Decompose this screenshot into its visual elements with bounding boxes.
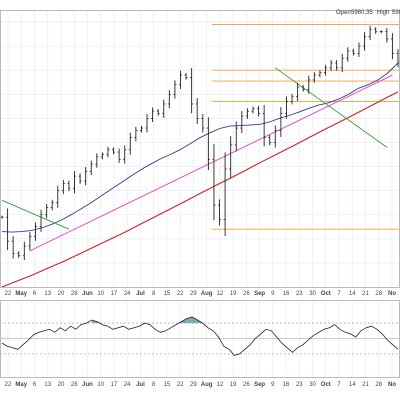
osc-x-tick-label: 28 xyxy=(375,382,382,388)
osc-x-tick-label: 9 xyxy=(271,382,275,388)
price-x-tick-label: 29 xyxy=(190,291,197,297)
price-x-tick-label: 8 xyxy=(152,291,156,297)
osc-x-tick-label: 23 xyxy=(296,382,303,388)
price-x-tick-label: 13 xyxy=(44,291,51,297)
open-label: Open xyxy=(336,10,351,16)
osc-x-tick-label: 29 xyxy=(190,382,197,388)
oscillator-layer xyxy=(0,316,400,356)
price-x-tick-label: 16 xyxy=(283,291,290,297)
osc-x-tick-label: Jul xyxy=(136,382,145,388)
price-x-tick-label: Sep xyxy=(254,291,265,297)
price-x-tick-label: Oct xyxy=(321,291,331,297)
osc-x-tick-label: Aug xyxy=(201,382,213,388)
osc-x-tick-label: 30 xyxy=(309,382,316,388)
price-x-tick-label: 14 xyxy=(349,291,356,297)
price-panel-frame xyxy=(0,10,400,288)
osc-x-tick-label: 19 xyxy=(230,382,237,388)
grid-layer xyxy=(0,10,400,377)
price-x-tick-label: 20 xyxy=(58,291,65,297)
price-x-tick-label: 22 xyxy=(5,291,12,297)
green-trendline xyxy=(1,199,70,230)
price-x-tick-label: 10 xyxy=(97,291,104,297)
osc-x-tick-label: Sep xyxy=(254,382,265,388)
osc-x-tick-label: 20 xyxy=(58,382,65,388)
price-x-tick-label: 12 xyxy=(217,291,224,297)
price-x-tick-label: 19 xyxy=(230,291,237,297)
osc-x-tick-label: 15 xyxy=(164,382,171,388)
ma-short-line xyxy=(1,62,399,233)
osc-x-tick-label: 21 xyxy=(362,382,369,388)
osc-x-tick-label: Jun xyxy=(82,382,93,388)
osc-x-tick-label: 22 xyxy=(5,382,12,388)
oscillator-panel-frame xyxy=(0,300,400,378)
osc-x-tick-label: 13 xyxy=(44,382,51,388)
price-x-tick-label: 23 xyxy=(296,291,303,297)
osc-x-tick-label: Oct xyxy=(321,382,331,388)
ma-long-line xyxy=(1,91,399,288)
price-x-tick-label: 30 xyxy=(309,291,316,297)
osc-x-tick-label: No xyxy=(388,382,396,388)
price-x-tick-label: 15 xyxy=(164,291,171,297)
osc-x-tick-label: 8 xyxy=(152,382,156,388)
price-x-tick-label: 22 xyxy=(177,291,184,297)
price-bars-layer xyxy=(0,25,400,261)
high-label: High xyxy=(377,10,389,16)
price-x-tick-label: 9 xyxy=(271,291,275,297)
price-x-tick-label: 26 xyxy=(243,291,250,297)
price-x-tick-label: No xyxy=(388,291,396,297)
green-trendline xyxy=(275,67,388,148)
price-x-tick-label: 28 xyxy=(71,291,78,297)
price-x-tick-label: 24 xyxy=(124,291,131,297)
lines-layer xyxy=(1,62,399,288)
high-value: 5990 xyxy=(392,10,400,16)
osc-x-tick-label: 6 xyxy=(33,382,37,388)
price-x-tick-label: 17 xyxy=(111,291,118,297)
osc-x-tick-label: 10 xyxy=(97,382,104,388)
price-x-tick-label: May xyxy=(15,291,27,297)
osc-x-tick-label: 7 xyxy=(337,382,341,388)
osc-x-tick-label: 26 xyxy=(243,382,250,388)
osc-x-tick-label: 17 xyxy=(111,382,118,388)
open-value: 5980.35 xyxy=(351,10,373,16)
oscillator-line xyxy=(1,316,399,356)
price-x-tick-label: Aug xyxy=(201,291,213,297)
osc-x-tick-label: 14 xyxy=(349,382,356,388)
uptrend-line xyxy=(29,74,393,252)
price-x-tick-label: 21 xyxy=(362,291,369,297)
osc-x-tick-label: 24 xyxy=(124,382,131,388)
tick-labels-layer: 22 May 6 13 20 28 Jun 10 17 24 Jul 8 15 22 29 Aug 12 19 26… xyxy=(5,291,397,388)
osc-x-tick-label: 16 xyxy=(283,382,290,388)
osc-x-tick-label: 12 xyxy=(217,382,224,388)
price-x-tick-label: 7 xyxy=(337,291,341,297)
price-x-tick-label: 28 xyxy=(375,291,382,297)
price-x-tick-label: Jul xyxy=(136,291,145,297)
osc-x-tick-label: 22 xyxy=(177,382,184,388)
price-x-tick-label: 6 xyxy=(33,291,37,297)
price-x-tick-label: Jun xyxy=(82,291,93,297)
osc-x-tick-label: 28 xyxy=(71,382,78,388)
osc-x-tick-label: May xyxy=(15,382,27,388)
levels-layer xyxy=(212,24,400,230)
